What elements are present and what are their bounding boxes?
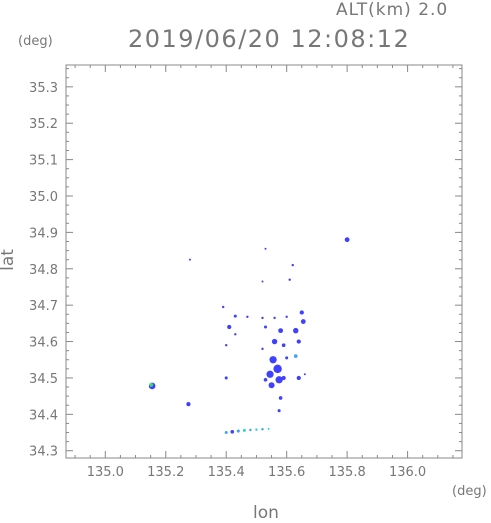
echo-point xyxy=(266,370,274,378)
echo-point xyxy=(221,305,225,309)
echo-point xyxy=(281,375,286,381)
echo-point xyxy=(224,376,228,380)
y-unit-label: (deg) xyxy=(18,34,53,49)
echo-point xyxy=(271,338,278,345)
echo-point xyxy=(186,402,191,407)
echo-point xyxy=(261,428,264,431)
echo-point xyxy=(278,396,283,400)
y-tick-label: 35.0 xyxy=(29,190,58,205)
echo-point xyxy=(227,324,232,330)
echo-point xyxy=(263,377,268,382)
echo-point xyxy=(149,383,154,387)
plot-frame xyxy=(65,64,463,459)
x-tick-label: 135.6 xyxy=(268,465,305,480)
altitude-label: ALT(km) 2.0 xyxy=(336,0,449,20)
echo-point xyxy=(224,431,228,435)
y-tick-label: 35.3 xyxy=(29,81,58,96)
x-tick-label: 135.2 xyxy=(147,465,184,480)
echo-point xyxy=(242,428,246,432)
echo-point xyxy=(296,375,301,381)
echo-point xyxy=(261,280,264,283)
echo-point xyxy=(300,319,306,324)
echo-point xyxy=(273,364,282,374)
x-unit-label: (deg) xyxy=(452,484,487,499)
echo-point xyxy=(288,278,291,281)
echo-point xyxy=(261,347,264,351)
y-tick-label: 34.4 xyxy=(29,408,58,423)
echo-point xyxy=(293,327,299,334)
y-tick-label: 34.8 xyxy=(29,263,58,278)
x-tick-label: 135.0 xyxy=(87,465,124,480)
echo-point xyxy=(273,316,276,320)
echo-point xyxy=(234,333,237,336)
y-tick-label: 34.3 xyxy=(29,445,58,460)
chart-title: 2019/06/20 12:08:12 xyxy=(128,25,411,53)
echo-point xyxy=(299,310,304,315)
echo-point xyxy=(267,427,270,430)
echo-point xyxy=(264,247,267,250)
echo-point xyxy=(275,376,283,384)
echo-point xyxy=(233,314,237,318)
y-tick-label: 35.1 xyxy=(29,154,58,169)
echo-point xyxy=(291,263,294,267)
y-tick-label: 35.2 xyxy=(29,117,58,132)
echo-point xyxy=(261,316,264,320)
echo-point xyxy=(269,356,277,364)
y-tick-label: 34.7 xyxy=(29,299,58,314)
y-tick-label: 34.9 xyxy=(29,226,58,241)
echo-point xyxy=(249,428,252,432)
y-tick-label: 34.5 xyxy=(29,372,58,387)
echo-point xyxy=(225,343,228,347)
echo-point xyxy=(264,325,268,329)
echo-point xyxy=(230,429,235,434)
y-tick-label: 34.6 xyxy=(29,336,58,351)
echo-point xyxy=(236,429,240,433)
echo-point xyxy=(344,237,350,243)
echo-point xyxy=(268,382,275,389)
x-tick-label: 136.0 xyxy=(389,465,426,480)
echo-point xyxy=(303,373,306,376)
x-axis-label: lon xyxy=(253,503,279,523)
echo-point xyxy=(293,354,298,358)
echo-point xyxy=(278,328,284,334)
echo-point xyxy=(277,409,281,413)
x-tick-label: 135.8 xyxy=(329,465,366,480)
echo-point xyxy=(285,315,288,319)
echo-point xyxy=(255,428,258,431)
echo-point xyxy=(296,339,301,344)
x-tick-label: 135.4 xyxy=(208,465,245,480)
echo-point xyxy=(188,258,191,261)
echo-point xyxy=(281,343,286,348)
echo-point xyxy=(246,315,249,319)
echo-point xyxy=(285,356,289,360)
